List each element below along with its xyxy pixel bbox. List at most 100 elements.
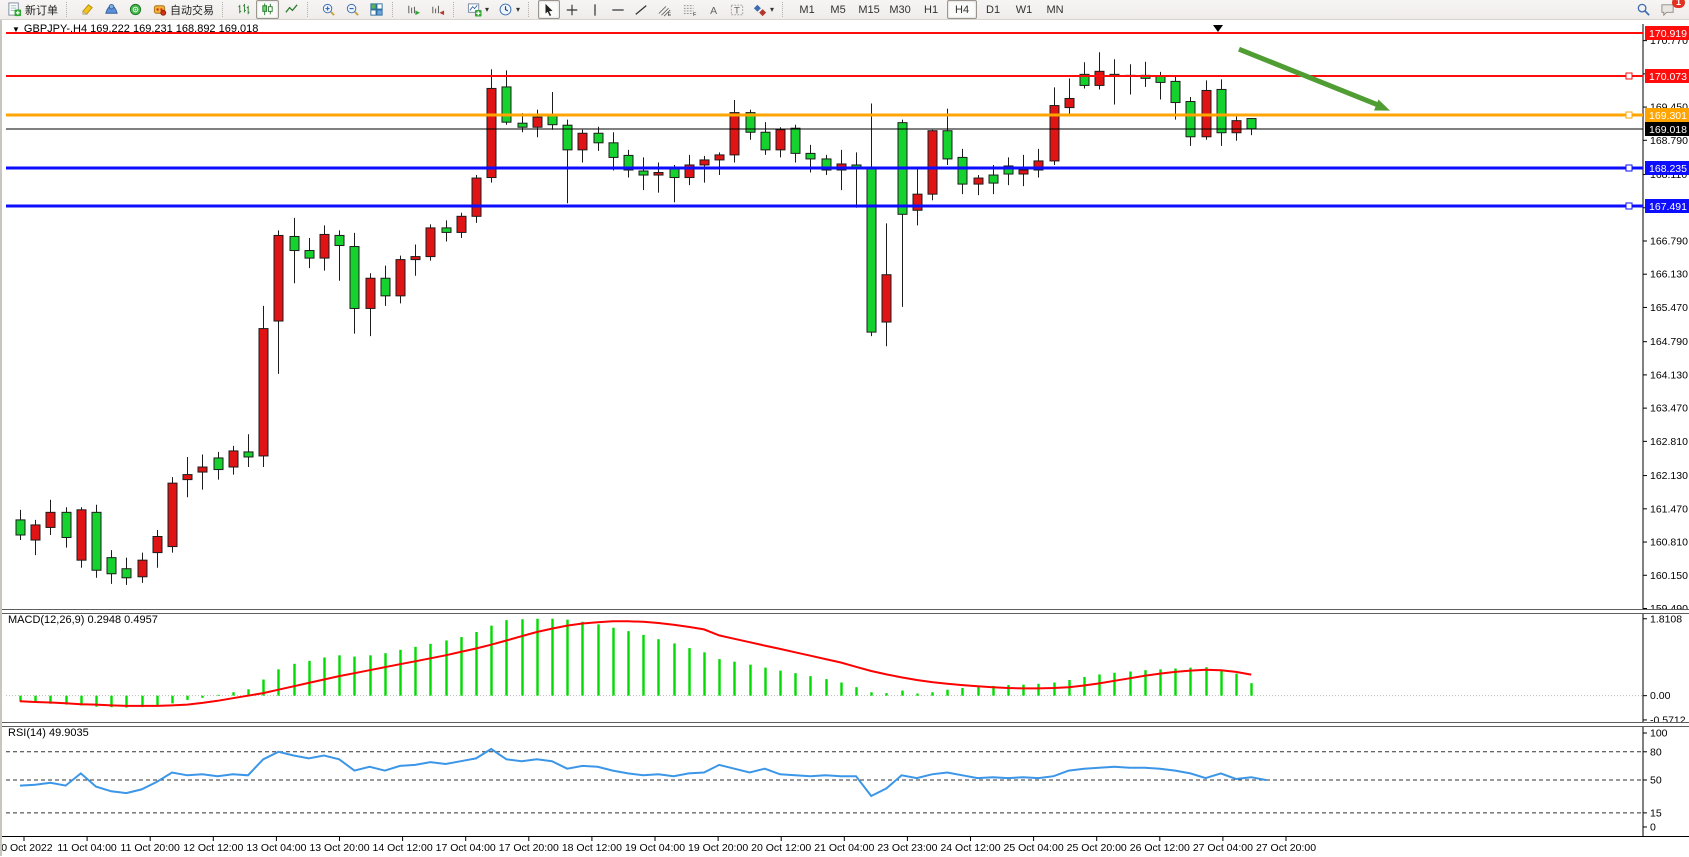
tf-h1-button[interactable]: H1 — [916, 0, 946, 19]
candle[interactable] — [669, 168, 680, 179]
vertical-line-button[interactable] — [584, 0, 606, 19]
candle[interactable] — [45, 511, 56, 528]
candle[interactable] — [684, 164, 695, 179]
alerts-button[interactable]: 1 — [1656, 0, 1685, 19]
chart-title[interactable]: ▼ GBPJPY-.H4 169.222 169.231 168.892 169… — [12, 23, 258, 35]
candle[interactable] — [714, 154, 725, 161]
horizontal-line-button[interactable] — [607, 0, 629, 19]
candle[interactable] — [425, 227, 436, 258]
main-price-panel[interactable]: 170.770170.110169.450168.790168.110167.4… — [2, 24, 1689, 609]
trend-arrow-annotation[interactable] — [1238, 46, 1383, 109]
candlestick-chart-button[interactable] — [256, 0, 279, 19]
candle[interactable] — [121, 568, 132, 579]
auto-scroll-button[interactable] — [402, 0, 425, 19]
candle[interactable] — [1064, 98, 1075, 109]
candle[interactable] — [912, 193, 923, 211]
chart-style-button[interactable] — [76, 0, 99, 19]
arrows-button[interactable]: ▾ — [749, 0, 778, 19]
candle[interactable] — [532, 116, 543, 128]
candle[interactable] — [441, 227, 452, 233]
candle[interactable] — [623, 154, 634, 171]
candle[interactable] — [577, 132, 588, 151]
candle[interactable] — [1246, 118, 1257, 130]
autotrade-button[interactable]: 自动交易 — [148, 0, 218, 19]
candle[interactable] — [334, 234, 345, 247]
candle[interactable] — [167, 482, 178, 548]
candle[interactable] — [1155, 75, 1166, 83]
candle[interactable] — [957, 156, 968, 185]
tf-m5-button[interactable]: M5 — [823, 0, 853, 19]
cursor-button[interactable] — [538, 0, 561, 19]
candle[interactable] — [91, 511, 102, 571]
candle[interactable] — [1003, 165, 1014, 175]
candle[interactable] — [881, 274, 892, 323]
candle[interactable] — [1170, 80, 1181, 104]
candle[interactable] — [821, 158, 832, 171]
candle[interactable] — [273, 234, 284, 322]
candle[interactable] — [760, 131, 771, 151]
line-handle[interactable] — [1625, 164, 1633, 172]
candle[interactable] — [608, 142, 619, 158]
zoom-in-button[interactable] — [317, 0, 340, 19]
candle[interactable] — [61, 511, 72, 539]
candle[interactable] — [410, 256, 421, 261]
candle[interactable] — [653, 172, 664, 176]
candle[interactable] — [1216, 88, 1227, 134]
candle[interactable] — [228, 450, 239, 468]
candle[interactable] — [699, 159, 710, 166]
candle[interactable] — [349, 246, 360, 309]
candle[interactable] — [30, 524, 41, 541]
candle[interactable] — [745, 112, 756, 133]
line-chart-button[interactable] — [280, 0, 303, 19]
candle[interactable] — [775, 129, 786, 151]
candle[interactable] — [197, 466, 208, 473]
trendline-button[interactable] — [630, 0, 652, 19]
new-order-button[interactable]: 新订单 — [3, 0, 62, 19]
tf-mn-button[interactable]: MN — [1040, 0, 1070, 19]
period-clock-button[interactable]: ▾ — [494, 0, 524, 19]
tf-h4-button[interactable]: H4 — [947, 0, 978, 19]
candle[interactable] — [517, 122, 528, 128]
candle[interactable] — [1185, 101, 1196, 138]
tf-d1-button[interactable]: D1 — [978, 0, 1008, 19]
candle[interactable] — [547, 115, 558, 126]
crosshair-button[interactable] — [561, 0, 583, 19]
rsi-panel[interactable]: 100 80 50 15 0 — [2, 725, 1689, 836]
profiles-button[interactable] — [100, 0, 123, 19]
candle[interactable] — [1049, 105, 1060, 162]
candle[interactable] — [1018, 169, 1029, 175]
candle[interactable] — [456, 215, 467, 233]
candle[interactable] — [319, 233, 330, 259]
candle[interactable] — [137, 559, 148, 578]
line-handle[interactable] — [1625, 202, 1633, 210]
candle[interactable] — [1094, 70, 1105, 86]
panel-splitter[interactable] — [2, 609, 1689, 614]
zoom-out-button[interactable] — [341, 0, 364, 19]
tf-w1-button[interactable]: W1 — [1009, 0, 1039, 19]
candle[interactable] — [927, 130, 938, 195]
chart-shift-button[interactable] — [426, 0, 449, 19]
candle[interactable] — [1033, 160, 1044, 171]
candle[interactable] — [258, 328, 269, 457]
panel-splitter[interactable] — [2, 722, 1689, 727]
candle[interactable] — [1231, 120, 1242, 134]
chart-shift-marker[interactable] — [1213, 25, 1223, 32]
text-button[interactable]: A — [703, 0, 725, 19]
candle[interactable] — [213, 457, 224, 471]
candle[interactable] — [790, 127, 801, 154]
fibonacci-button[interactable]: F — [678, 0, 702, 19]
tf-m15-button[interactable]: M15 — [854, 0, 884, 19]
line-handle[interactable] — [1625, 72, 1633, 80]
signals-button[interactable] — [124, 0, 147, 19]
candle[interactable] — [471, 177, 482, 217]
candle[interactable] — [638, 170, 649, 176]
chart-window[interactable]: ▼ GBPJPY-.H4 169.222 169.231 168.892 169… — [0, 20, 1689, 857]
bars-chart-button[interactable] — [232, 0, 255, 19]
indicators-button[interactable]: ▾ — [463, 0, 493, 19]
candle[interactable] — [593, 132, 604, 144]
channel-button[interactable]: E — [653, 0, 677, 19]
candle[interactable] — [76, 509, 87, 561]
candle[interactable] — [182, 474, 193, 481]
candle[interactable] — [988, 174, 999, 184]
